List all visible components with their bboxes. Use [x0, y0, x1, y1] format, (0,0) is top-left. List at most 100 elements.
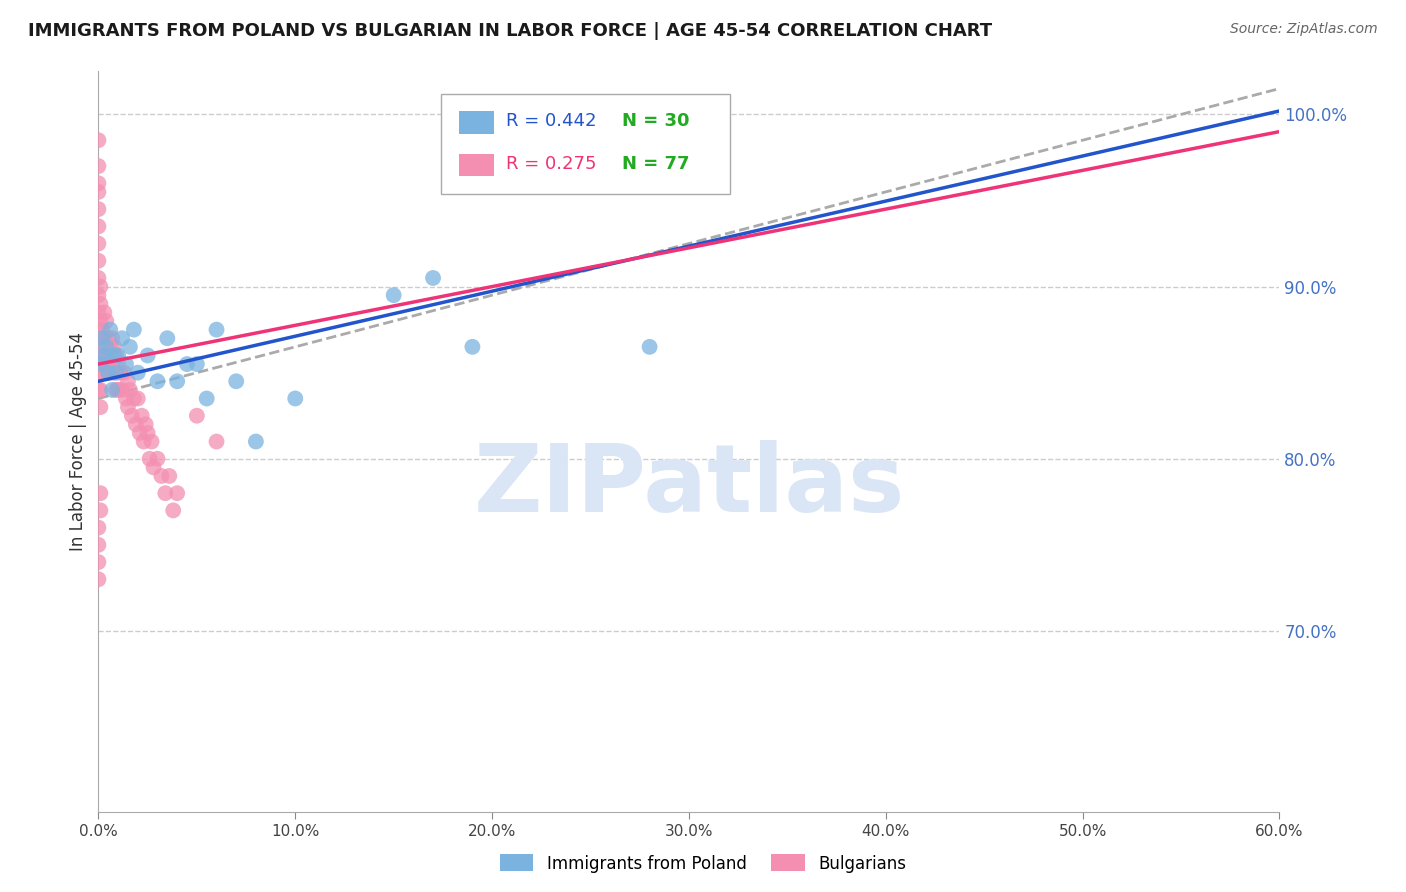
- Point: [122, 392, 145, 406]
- Point: [141, 434, 163, 449]
- Point: [98, 340, 121, 354]
- Point: [142, 460, 165, 475]
- Point: [115, 392, 138, 406]
- Point: [87, 159, 110, 173]
- Point: [155, 486, 177, 500]
- Point: [91, 331, 114, 345]
- Point: [422, 271, 444, 285]
- Point: [105, 366, 128, 380]
- Point: [87, 357, 110, 371]
- Text: ZIPatlas: ZIPatlas: [474, 440, 904, 532]
- Point: [105, 348, 128, 362]
- Legend: Immigrants from Poland, Bulgarians: Immigrants from Poland, Bulgarians: [494, 847, 912, 880]
- Point: [87, 340, 110, 354]
- Point: [87, 271, 110, 285]
- Point: [89, 366, 111, 380]
- Point: [103, 348, 125, 362]
- Point: [87, 219, 110, 234]
- Point: [118, 340, 141, 354]
- Point: [87, 253, 110, 268]
- Point: [118, 383, 141, 397]
- Point: [125, 417, 148, 432]
- Point: [107, 357, 129, 371]
- Point: [132, 434, 155, 449]
- Point: [107, 383, 129, 397]
- Point: [96, 340, 118, 354]
- Point: [115, 357, 138, 371]
- Point: [122, 323, 145, 337]
- Point: [136, 348, 159, 362]
- Point: [89, 383, 111, 397]
- Point: [87, 133, 110, 147]
- Point: [225, 374, 247, 388]
- Point: [101, 331, 124, 345]
- Point: [150, 469, 173, 483]
- Point: [87, 366, 110, 380]
- Point: [245, 434, 267, 449]
- Text: Source: ZipAtlas.com: Source: ZipAtlas.com: [1230, 22, 1378, 37]
- Point: [87, 202, 110, 216]
- Point: [89, 486, 111, 500]
- Text: N = 77: N = 77: [621, 155, 689, 173]
- Point: [89, 314, 111, 328]
- Point: [89, 279, 111, 293]
- Point: [156, 331, 179, 345]
- Point: [205, 323, 228, 337]
- Point: [127, 366, 149, 380]
- Point: [103, 340, 125, 354]
- Point: [117, 400, 139, 414]
- Point: [461, 340, 484, 354]
- Point: [111, 331, 134, 345]
- Point: [96, 314, 118, 328]
- Bar: [458, 112, 494, 134]
- Point: [89, 348, 111, 362]
- Point: [93, 331, 115, 345]
- Point: [101, 357, 124, 371]
- Point: [89, 357, 111, 371]
- Point: [87, 383, 110, 397]
- Point: [103, 366, 125, 380]
- Point: [128, 425, 150, 440]
- Point: [89, 400, 111, 414]
- Point: [186, 357, 208, 371]
- Point: [96, 348, 118, 362]
- Point: [146, 451, 169, 466]
- Point: [146, 374, 169, 388]
- Point: [89, 503, 111, 517]
- Point: [138, 451, 160, 466]
- Point: [205, 434, 228, 449]
- Point: [89, 331, 111, 345]
- Point: [87, 176, 110, 190]
- Point: [98, 366, 121, 380]
- Text: N = 30: N = 30: [621, 112, 689, 130]
- Point: [87, 236, 110, 251]
- Point: [93, 305, 115, 319]
- Point: [89, 331, 111, 345]
- Point: [107, 348, 129, 362]
- Text: R = 0.442: R = 0.442: [506, 112, 596, 130]
- Point: [93, 348, 115, 362]
- Point: [87, 185, 110, 199]
- Point: [157, 469, 180, 483]
- Point: [91, 357, 114, 371]
- Point: [136, 425, 159, 440]
- Point: [162, 503, 184, 517]
- Point: [135, 417, 157, 432]
- Point: [97, 357, 120, 371]
- Point: [117, 374, 139, 388]
- Point: [87, 305, 110, 319]
- Point: [131, 409, 153, 423]
- Point: [87, 555, 110, 569]
- Point: [121, 409, 143, 423]
- Point: [108, 366, 131, 380]
- Bar: [458, 154, 494, 177]
- Point: [91, 323, 114, 337]
- Point: [195, 392, 218, 406]
- Point: [105, 383, 128, 397]
- FancyBboxPatch shape: [441, 94, 730, 194]
- Point: [89, 297, 111, 311]
- Point: [87, 521, 110, 535]
- Point: [166, 486, 188, 500]
- Point: [127, 392, 149, 406]
- Text: R = 0.275: R = 0.275: [506, 155, 596, 173]
